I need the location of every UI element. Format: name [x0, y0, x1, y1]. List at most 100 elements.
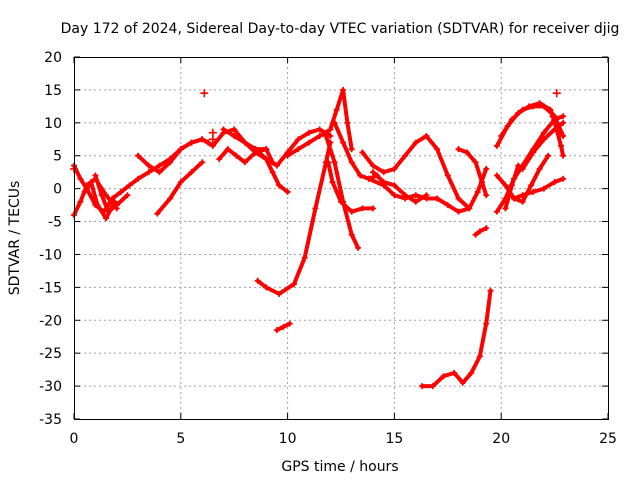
- y-tick-label: -25: [39, 346, 62, 362]
- data-point: [380, 179, 387, 186]
- x-tick-label: 15: [385, 431, 403, 447]
- data-point: [154, 210, 161, 217]
- data-point: [412, 198, 419, 205]
- data-point: [402, 152, 409, 159]
- data-point: [135, 152, 142, 159]
- data-point: [284, 152, 291, 159]
- data-point: [231, 126, 238, 133]
- data-point: [476, 353, 483, 360]
- data-point: [295, 136, 302, 143]
- data-point: [77, 198, 84, 205]
- data-point: [77, 175, 84, 182]
- data-point: [519, 106, 526, 113]
- data-point: [472, 231, 479, 238]
- data-point: [423, 192, 430, 199]
- data-point: [88, 179, 95, 186]
- data-point: [530, 149, 537, 156]
- data-point: [241, 159, 248, 166]
- data-point: [434, 195, 441, 202]
- data-point: [156, 162, 163, 169]
- data-point: [199, 136, 206, 143]
- data-point: [476, 228, 483, 235]
- data-point: [508, 182, 515, 189]
- data-point: [291, 281, 298, 288]
- data-point: [540, 103, 547, 110]
- data-point: [105, 208, 112, 215]
- data-point: [220, 126, 227, 133]
- data-point: [124, 192, 131, 199]
- y-tick-label: 5: [53, 149, 62, 165]
- data-point: [508, 116, 515, 123]
- data-point: [231, 132, 238, 139]
- data-point: [301, 254, 308, 261]
- data-point: [474, 188, 481, 195]
- data-point: [540, 185, 547, 192]
- series-layer: [71, 86, 567, 390]
- data-point: [402, 192, 409, 199]
- data-point: [316, 132, 323, 139]
- data-point: [273, 327, 280, 334]
- data-point: [199, 159, 206, 166]
- data-point: [111, 198, 118, 205]
- data-point: [113, 202, 120, 209]
- data-point: [493, 172, 500, 179]
- chart-title: Day 172 of 2024, Sidereal Day-to-day VTE…: [61, 21, 620, 37]
- data-point: [511, 195, 518, 202]
- series-trace-19: [435, 166, 489, 214]
- grid: [74, 57, 608, 419]
- series-trace-18: [371, 170, 429, 204]
- data-point: [455, 146, 462, 153]
- x-tick-label: 0: [70, 431, 79, 447]
- data-point: [269, 169, 276, 176]
- data-point: [340, 139, 347, 146]
- data-point: [440, 373, 447, 380]
- data-point: [340, 86, 347, 93]
- data-point: [549, 113, 556, 120]
- data-point: [333, 106, 340, 113]
- data-point: [466, 205, 473, 212]
- x-tick-label: 25: [599, 431, 617, 447]
- y-tick-label: 20: [44, 50, 62, 66]
- data-point: [464, 149, 471, 156]
- data-point: [188, 139, 195, 146]
- ticks: 0 5 10 15 20 25 20 15 10 5 0 -5 -10 -15 -20 -25 -30 -35: [39, 50, 617, 447]
- data-point: [126, 182, 133, 189]
- data-point: [340, 198, 347, 205]
- series-trace-29: [550, 114, 566, 158]
- data-point: [284, 188, 291, 195]
- data-point: [348, 159, 355, 166]
- data-point: [216, 156, 223, 163]
- y-tick-label: 10: [44, 116, 62, 132]
- isolated-point: [200, 89, 209, 98]
- data-point: [263, 284, 270, 291]
- data-point: [519, 192, 526, 199]
- data-point: [419, 383, 426, 390]
- data-point: [348, 146, 355, 153]
- data-point: [357, 172, 364, 179]
- isolated-point: [208, 135, 217, 144]
- data-point: [487, 287, 494, 294]
- y-tick-label: -30: [39, 379, 62, 395]
- data-point: [468, 369, 475, 376]
- data-point: [536, 165, 543, 172]
- data-point: [98, 192, 105, 199]
- data-point: [483, 225, 490, 232]
- data-point: [455, 195, 462, 202]
- data-point: [348, 208, 355, 215]
- x-tick-label: 20: [492, 431, 510, 447]
- data-point: [560, 152, 567, 159]
- data-point: [560, 113, 567, 120]
- series-trace-15: [332, 120, 380, 181]
- data-point: [344, 119, 351, 126]
- y-axis-label: SDTVAR / TECUs: [7, 181, 23, 296]
- data-point: [370, 162, 377, 169]
- y-tick-label: -10: [39, 247, 62, 263]
- data-point: [540, 136, 547, 143]
- series-trace-12: [285, 87, 354, 158]
- data-point: [305, 139, 312, 146]
- y-tick-label: 15: [44, 83, 62, 99]
- data-point: [478, 179, 485, 186]
- data-point: [359, 149, 366, 156]
- data-point: [472, 159, 479, 166]
